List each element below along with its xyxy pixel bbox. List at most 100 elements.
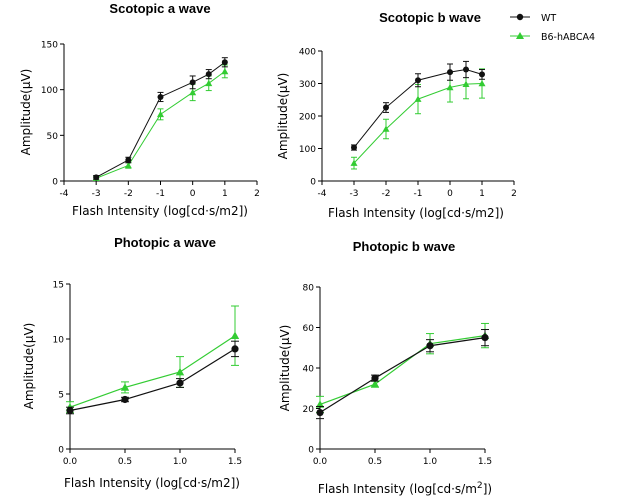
data-point: [315, 400, 325, 408]
data-point: [66, 406, 74, 415]
x-tick-label: 1.0: [173, 457, 188, 467]
y-tick-label: 5: [58, 391, 64, 401]
y-tick-label: 200: [299, 113, 316, 123]
legend-marker-b6-habca4: [516, 32, 524, 39]
y-tick-label: 50: [47, 132, 59, 142]
series-line: [95, 61, 226, 178]
x-tick-label: -3: [350, 189, 359, 199]
x-axis-label: Flash Intensity (log[cd·s/m2]): [64, 476, 240, 490]
x-tick-label: 1.0: [423, 457, 438, 467]
y-tick-label: 100: [299, 145, 316, 155]
x-axis-label: Flash Intensity (log[cd·s/m2]): [328, 206, 504, 220]
series-line: [353, 83, 483, 164]
chart-title: Photopic b wave: [353, 239, 456, 254]
data-point: [426, 342, 434, 350]
x-tick-label: 1: [479, 189, 485, 199]
series-line: [95, 70, 226, 179]
chart-title: Scotopic a wave: [109, 1, 210, 16]
legend-marker-wt: [516, 13, 524, 21]
data-point: [371, 374, 379, 382]
data-point: [479, 71, 485, 78]
x-tick-label: 1.5: [228, 457, 242, 467]
y-tick-label: 40: [303, 365, 315, 375]
data-point: [124, 161, 132, 169]
x-axis-label-text: Flash Intensity (log[cd·s/m2]): [328, 206, 504, 220]
data-point: [383, 104, 389, 111]
y-tick-label: 80: [303, 284, 315, 294]
y-tick-label: 100: [41, 86, 58, 96]
legend: WT B6-hABCA4: [510, 13, 595, 43]
x-tick-label: 0.0: [63, 457, 78, 467]
x-tick-label: 0: [190, 189, 196, 199]
data-point: [221, 59, 228, 66]
x-tick-label: 0.5: [118, 457, 132, 467]
y-tick-label: 0: [310, 178, 316, 188]
data-point: [478, 80, 486, 87]
series-wt: [66, 340, 239, 415]
chart-panel-2: Scotopic b wave 0 100 200 300 400 -4 -3 -2 -1 0 1 2F…: [276, 10, 517, 220]
data-point: [481, 334, 489, 342]
data-point: [351, 144, 357, 151]
x-tick-label: 0.5: [368, 457, 382, 467]
y-tick-label: 15: [53, 281, 64, 291]
series-line: [319, 335, 486, 406]
x-tick-label: -1: [414, 189, 423, 199]
data-point: [316, 408, 324, 417]
series-line: [69, 348, 236, 412]
y-tick-label: 150: [41, 41, 58, 51]
x-axis-label-superscript: 2: [477, 481, 483, 491]
data-point: [447, 69, 453, 76]
data-point: [189, 79, 196, 86]
data-point: [125, 156, 132, 163]
x-tick-label: -3: [92, 189, 101, 199]
chart-title: Photopic a wave: [114, 235, 216, 250]
x-tick-label: 2: [511, 189, 517, 199]
x-axis-label: Flash Intensity (log[cd·s/m2]): [72, 204, 248, 218]
series-wt: [316, 329, 489, 420]
data-point: [350, 159, 358, 166]
data-point: [414, 95, 422, 102]
x-tick-label: 0: [447, 189, 453, 199]
data-point: [230, 331, 240, 340]
series-wt: [351, 60, 485, 151]
x-tick-label: -2: [382, 189, 391, 199]
y-axis-label: Amplitude(μV): [19, 69, 33, 156]
y-axis-label: Amplitude(μV): [22, 323, 36, 410]
data-point: [121, 395, 129, 404]
data-point: [157, 110, 164, 118]
data-point: [175, 367, 185, 376]
y-axis-label: Amplitude(μV): [276, 73, 290, 160]
x-tick-label: -4: [60, 189, 69, 199]
x-tick-label: -2: [124, 189, 133, 199]
data-point: [176, 379, 184, 387]
legend-label-wt: WT: [541, 13, 556, 24]
data-point: [463, 66, 469, 73]
x-axis-label-text: Flash Intensity (log[cd·s/m2]): [72, 204, 248, 218]
series-b6-habca4: [65, 305, 240, 414]
data-point: [382, 125, 390, 132]
data-point: [205, 79, 213, 87]
data-point: [446, 83, 454, 91]
x-tick-label: 0.0: [313, 457, 328, 467]
data-point: [462, 80, 470, 87]
x-axis-label-text: Flash Intensity (log[cd·s/m: [318, 482, 477, 496]
data-point: [231, 345, 239, 353]
x-axis-label-text: Flash Intensity (log[cd·s/m2]): [64, 476, 240, 490]
series-line: [319, 337, 486, 414]
y-axis-label: Amplitude(μV): [278, 325, 292, 412]
chart-panel-1: Scotopic a wave 0 50 100 150 -4 -3 -2 -1 0 1 2 Flash…: [19, 1, 260, 218]
data-point: [415, 77, 421, 84]
chart-panel-4: Photopic b wave 0 20 40 60 80 0.0 0.5 1.0 1.5 Flas…: [278, 239, 492, 496]
legend-item-b6-habca4: B6-hABCA4: [510, 32, 595, 43]
series-line: [69, 335, 236, 408]
data-point: [157, 93, 164, 100]
chart-panel-3: Photopic a wave 0 5 10 15 0.0 0.5 1.0 1.5 Flash I…: [22, 235, 242, 490]
x-tick-label: 1.5: [478, 457, 492, 467]
y-tick-label: 400: [299, 48, 316, 58]
data-point: [189, 88, 197, 96]
y-tick-label: 60: [303, 324, 315, 334]
data-point: [120, 383, 130, 391]
x-tick-label: -1: [156, 189, 165, 199]
